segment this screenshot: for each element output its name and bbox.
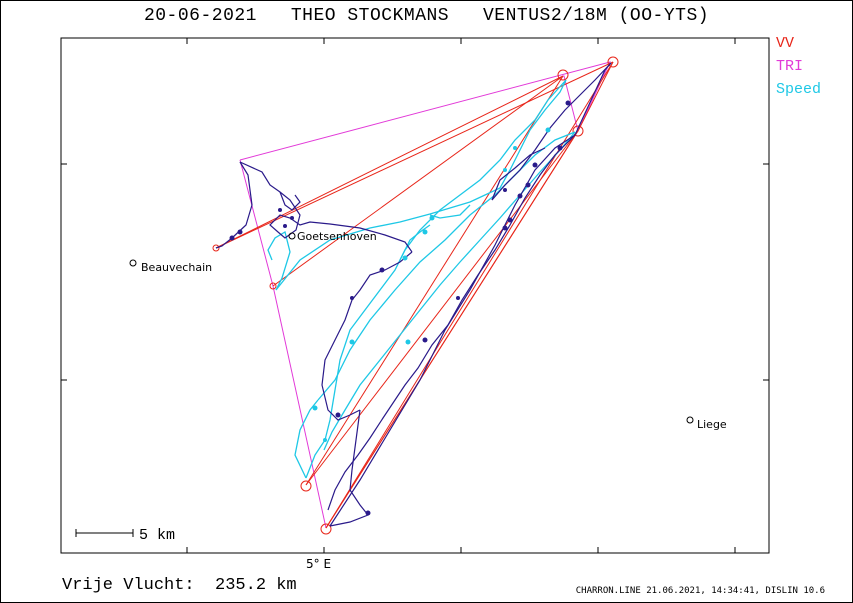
page-title: 20-06-2021 THEO STOCKMANS VENTUS2/18M (O… — [143, 6, 710, 26]
free-flight-distance: Vrije Vlucht: 235.2 km — [62, 576, 297, 595]
axis-ticks — [61, 38, 769, 553]
map-frame — [60, 37, 770, 554]
speed-track — [267, 79, 576, 479]
place-label-liege: Liege — [697, 418, 727, 431]
turnpoints — [212, 56, 619, 535]
place-label-beauvechain: Beauvechain — [141, 261, 212, 274]
legend-tri: TRI — [776, 58, 804, 75]
place-marker-goetsenhoven — [288, 232, 296, 240]
place-marker-liege — [686, 416, 694, 424]
track-markers — [229, 100, 571, 516]
place-markers — [129, 232, 694, 424]
legend-vv: VV — [776, 35, 795, 52]
vv-route-lines — [215, 61, 614, 529]
legend-speed: Speed — [776, 81, 822, 98]
footer-credits: CHARRON.LINE 21.06.2021, 14:34:41, DISLI… — [575, 586, 825, 596]
tri-route-line — [239, 61, 611, 161]
scale-bar-label: 5 km — [139, 527, 175, 544]
flight-track — [215, 62, 612, 527]
longitude-label: 5° E — [306, 557, 332, 571]
speed-markers — [312, 127, 551, 442]
place-marker-beauvechain — [129, 259, 137, 267]
place-label-goetsenhoven: Goetsenhoven — [297, 230, 377, 243]
scale-bar: 5 km — [75, 527, 175, 544]
